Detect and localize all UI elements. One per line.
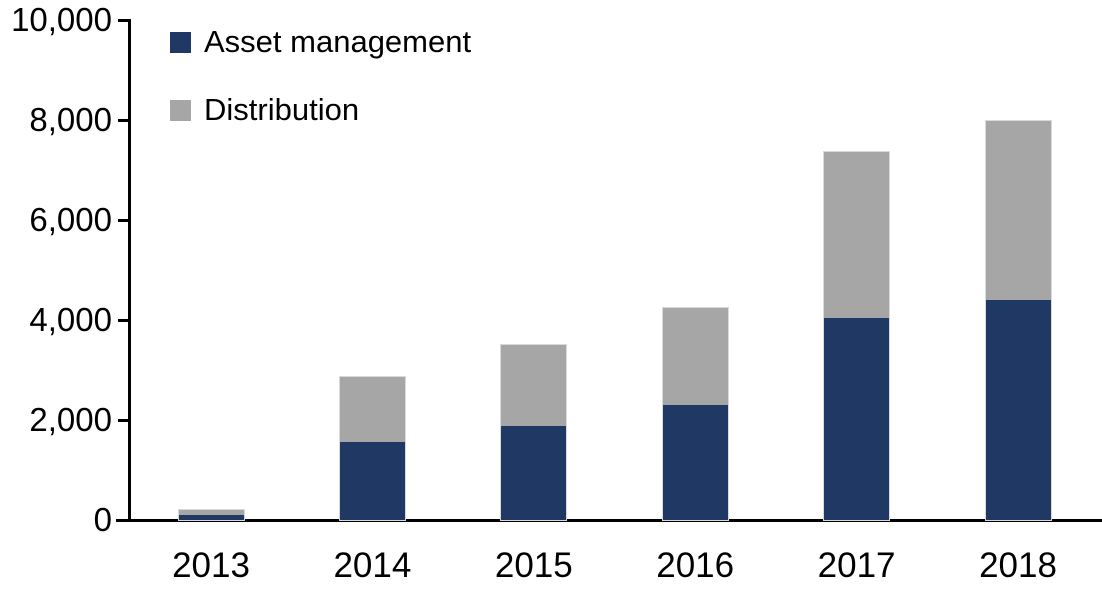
- y-tick-label: 2,000: [29, 401, 112, 438]
- bar-2014-distribution: [339, 377, 405, 442]
- legend-label-distribution: Distribution: [204, 92, 360, 127]
- x-tick-label-2017: 2017: [817, 546, 896, 585]
- x-tick-label-2018: 2018: [979, 546, 1057, 585]
- x-tick-label-2014: 2014: [333, 546, 412, 585]
- legend-item-asset-management: Asset management: [170, 24, 471, 60]
- bar-2016-asset-management: [662, 404, 728, 520]
- y-axis-tick: [118, 218, 129, 222]
- bar-stack-2013: [177, 509, 245, 521]
- bar-2017-asset-management: [824, 318, 890, 520]
- bar-2013-asset-management: [178, 514, 244, 520]
- x-tick-label-2015: 2015: [494, 546, 573, 585]
- legend-marker-asset-management-icon: [170, 31, 191, 53]
- legend-item-distribution: Distribution: [170, 92, 359, 128]
- y-axis-tick: [118, 18, 129, 22]
- y-axis-tick: [118, 318, 129, 322]
- bar-stack-2014: [338, 376, 406, 521]
- bar-2015-asset-management: [501, 425, 567, 520]
- bar-2018-asset-management: [985, 299, 1051, 520]
- y-axis-tick: [118, 118, 129, 122]
- y-tick-label: 4,000: [29, 301, 112, 338]
- legend-marker-distribution-icon: [170, 99, 191, 121]
- y-axis-line: [128, 19, 131, 522]
- bar-2013-distribution: [178, 510, 244, 515]
- bar-stack-2018: [984, 119, 1052, 521]
- y-tick-label: 10,000: [11, 1, 112, 38]
- y-tick-label: 6,000: [29, 201, 112, 238]
- bar-stack-2015: [500, 344, 568, 521]
- bar-2018-distribution: [985, 120, 1051, 300]
- x-axis-line: [116, 519, 1102, 522]
- bar-2014-asset-management: [339, 442, 405, 520]
- legend-label-asset-management: Asset management: [204, 24, 472, 59]
- bar-stack-2016: [661, 307, 729, 521]
- bar-2015-distribution: [501, 345, 567, 426]
- bar-2016-distribution: [662, 308, 728, 405]
- x-tick-label-2016: 2016: [656, 546, 735, 585]
- bar-stack-2017: [823, 150, 891, 521]
- y-tick-label: 0: [93, 501, 112, 538]
- y-axis-tick: [118, 518, 129, 522]
- y-tick-label: 8,000: [29, 101, 112, 138]
- x-tick-label-2013: 2013: [172, 546, 250, 585]
- y-axis-tick: [118, 418, 129, 422]
- bar-2017-distribution: [824, 151, 890, 318]
